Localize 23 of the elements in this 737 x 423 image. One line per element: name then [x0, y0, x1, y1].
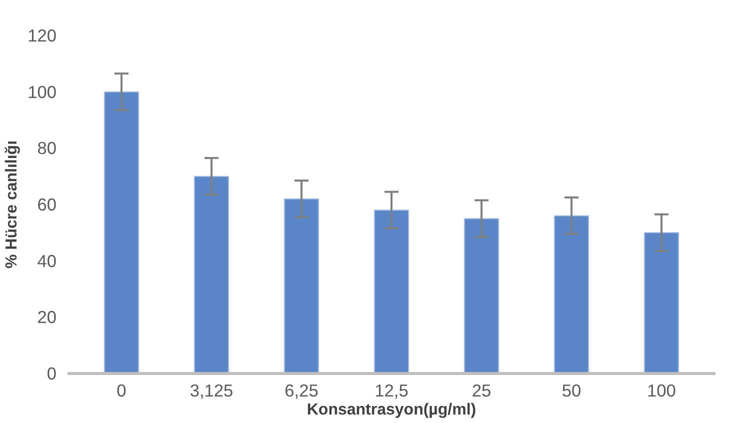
y-tick-label: 120 [28, 26, 57, 46]
x-tick-label: 100 [647, 380, 676, 400]
bar [554, 215, 590, 374]
x-tick-label: 3,125 [190, 380, 234, 400]
bar [284, 198, 320, 374]
y-tick-label: 100 [28, 82, 57, 102]
y-tick-label: 40 [37, 250, 57, 271]
x-tick-label: 12,5 [374, 380, 408, 400]
bar [374, 210, 410, 374]
x-tick-label: 25 [472, 380, 492, 400]
y-tick-label: 0 [46, 364, 57, 384]
y-tick-label: 20 [37, 307, 57, 328]
x-axis-title: Konsantrasyon(µg/ml) [306, 402, 476, 418]
x-tick-label: 0 [116, 380, 126, 400]
y-axis-title: % Hücre canlılığı [4, 140, 21, 269]
y-tick-label: 60 [37, 194, 57, 214]
x-tick-label: 6,25 [284, 380, 318, 400]
bar [194, 176, 230, 374]
bar [644, 232, 680, 374]
y-tick-label: 80 [37, 138, 57, 158]
bar [104, 91, 140, 374]
bar [464, 218, 500, 374]
x-tick-label: 50 [562, 380, 582, 400]
